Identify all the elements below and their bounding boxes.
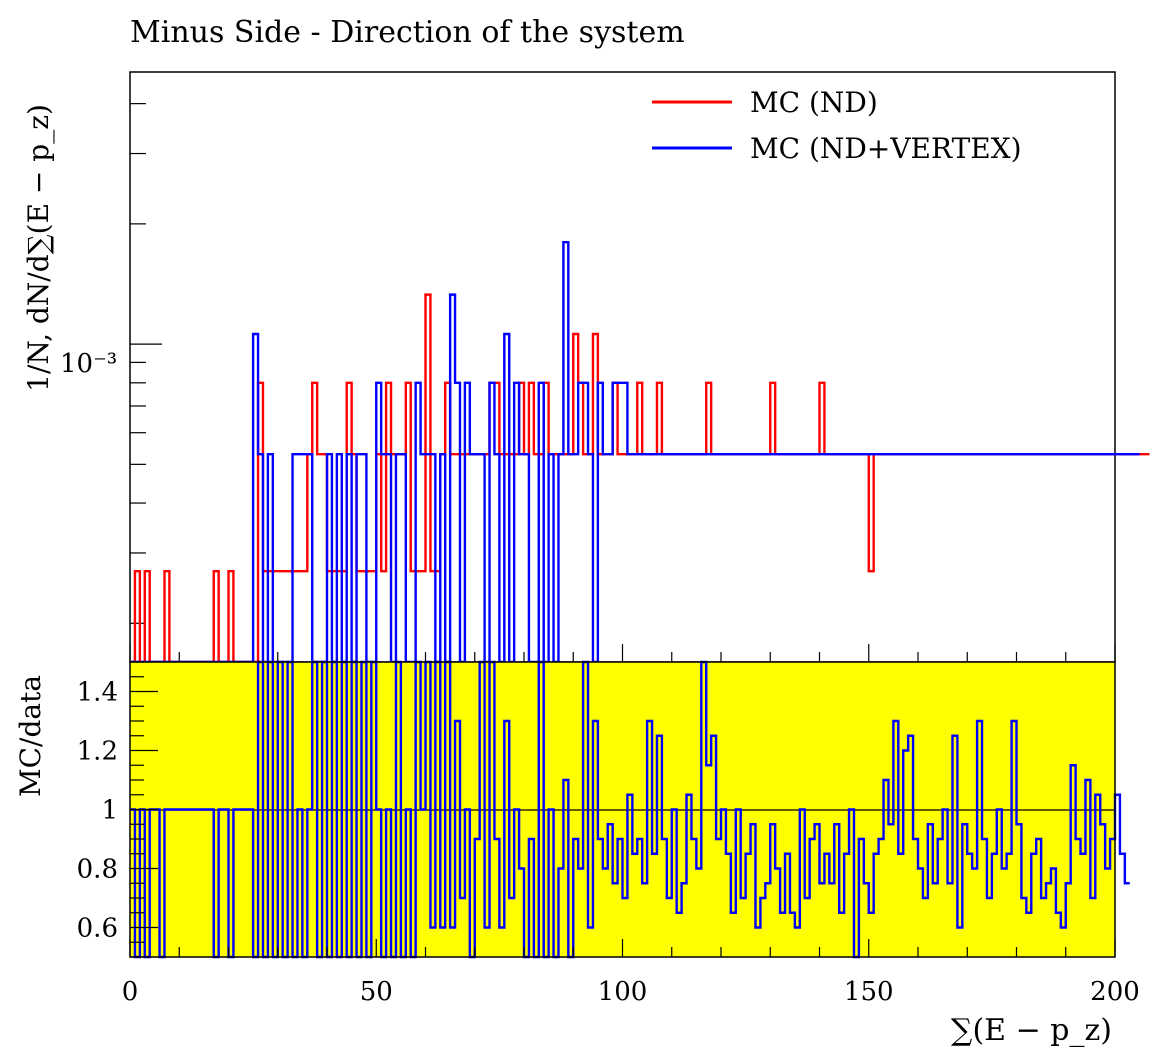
main-panel: 10⁻³ 1/N, dN/d∑(E − p_z) MC (ND) MC (ND+… [22,71,1150,664]
series-mc-nd-vertex [130,240,1140,664]
ratio-y-tick-label: 0.8 [77,855,118,885]
ratio-y-axis-label: MC/data [14,675,47,797]
ratio-y-tick-label: 1.2 [77,737,118,767]
legend: MC (ND) MC (ND+VERTEX) [652,86,1022,165]
ratio-y-ticks: 0.6 0.8 1 1.2 1.4 [77,661,158,958]
x-tick-label: 50 [360,977,393,1007]
legend-label-mc-nd-vertex: MC (ND+VERTEX) [750,132,1022,165]
ratio-y-tick-label: 1.4 [77,678,118,708]
x-tick-label: 150 [844,977,894,1007]
main-x-ticks [129,644,1116,662]
x-axis-label: ∑(E − p_z) [951,1013,1112,1048]
series-mc-nd [130,293,1150,664]
figure-title: Minus Side - Direction of the system [130,15,685,50]
main-series [130,240,1150,664]
x-tick-label: 200 [1090,977,1140,1007]
main-y-tick-label: 10⁻³ [60,349,117,379]
ratio-y-tick-label: 1 [101,796,118,826]
legend-label-mc-nd: MC (ND) [750,86,878,119]
x-tick-label: 0 [122,977,139,1007]
x-tick-label: 100 [598,977,648,1007]
ratio-panel: 0.6 0.8 1 1.2 1.4 0 50 100 150 200 MC/data ∑(E −… [14,660,1140,1048]
series-ratio [130,660,1130,959]
ratio-series [130,660,1130,959]
ratio-x-ticks: 0 50 100 150 200 [122,939,1140,1007]
ratio-y-tick-label: 0.6 [77,914,118,944]
main-y-axis-label: 1/N, dN/d∑(E − p_z) [22,104,55,392]
main-y-ticks [130,103,162,624]
